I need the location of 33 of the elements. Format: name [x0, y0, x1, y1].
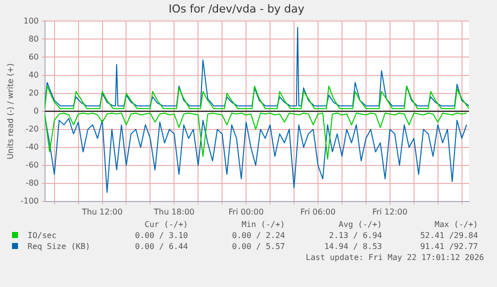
x-tick-label: Fri 06:00	[300, 207, 336, 216]
x-tick-label: Fri 12:00	[372, 207, 408, 216]
y-tick-label: 100	[23, 16, 39, 26]
y-tick-label: -20	[26, 124, 39, 134]
y-tick-label: 0	[34, 106, 39, 116]
y-tick-label: -80	[26, 178, 39, 188]
text: 14.94 / 8.53	[324, 242, 382, 251]
text: Min (-/+)	[242, 220, 285, 229]
x-tick-label: Fri 00:00	[228, 207, 264, 216]
text: Last update: Fri May 22 17:01:12 2026	[306, 253, 484, 262]
text: 0.00 / 6.44	[135, 242, 188, 251]
y-tick-label: 80	[28, 34, 39, 44]
y-tick-label: 60	[28, 52, 39, 62]
text: 0.00 / 3.10	[135, 231, 188, 240]
legend-label: Req Size (KB)	[26, 242, 90, 251]
y-tick-label: 20	[28, 88, 39, 98]
y-tick-label: 40	[28, 70, 39, 80]
text: 0.00 / 5.57	[232, 242, 285, 251]
y-tick-label: -60	[26, 160, 39, 170]
legend-label: IO/sec	[26, 231, 57, 240]
text: 52.41 /29.84	[420, 231, 478, 240]
text: 0.00 / 2.24	[232, 231, 285, 240]
text: Avg (-/+)	[338, 220, 382, 229]
x-tick-label: Thu 18:00	[152, 207, 194, 216]
text: Max (-/+)	[434, 220, 478, 229]
text: 2.13 / 6.94	[329, 231, 382, 240]
y-axis-title: Units read (-) / write (+)	[6, 63, 15, 160]
chart-title: IOs for /dev/vda - by day	[168, 2, 305, 16]
x-tick-label: Thu 12:00	[80, 207, 123, 216]
y-tick-label: -40	[26, 142, 39, 152]
y-tick-label: -100	[20, 196, 39, 206]
text: Cur (-/+)	[144, 220, 188, 229]
text: 91.41 /92.77	[420, 242, 478, 251]
